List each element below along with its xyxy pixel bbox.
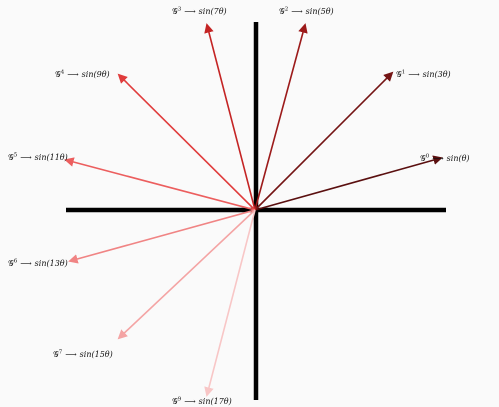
label-superscript: 4 xyxy=(61,70,65,76)
vector-arrow-1 xyxy=(254,71,394,211)
label-arrow: ⟶ xyxy=(184,7,196,16)
label-expression: sin(7θ) xyxy=(199,7,227,16)
vector-label-2: 𝒢2 ⟶ sin(5θ) xyxy=(279,7,334,17)
label-superscript: 7 xyxy=(59,350,63,356)
label-superscript: 1 xyxy=(402,70,406,76)
vector-arrow-8 xyxy=(204,209,256,397)
label-generator: 𝒢 xyxy=(420,154,426,163)
label-expression: sin(11θ) xyxy=(35,153,68,162)
vector-label-1: 𝒢1 ⟶ sin(3θ) xyxy=(396,70,451,80)
label-generator: 𝒢 xyxy=(53,350,59,359)
label-generator: 𝒢 xyxy=(8,259,14,268)
label-expression: sin(θ) xyxy=(447,154,470,163)
label-superscript: 5 xyxy=(14,153,18,159)
label-expression: sin(9θ) xyxy=(82,70,110,79)
label-superscript: 6 xyxy=(14,259,18,265)
label-superscript: 2 xyxy=(285,7,289,13)
label-expression: sin(15θ) xyxy=(80,350,113,359)
label-expression: sin(13θ) xyxy=(35,259,68,268)
vector-label-3: 𝒢3 ⟶ sin(7θ) xyxy=(172,7,227,17)
vector-arrow-2 xyxy=(254,23,308,211)
vector-label-6: 𝒢6 ⟶ sin(13θ) xyxy=(8,259,68,269)
label-superscript: 9 xyxy=(178,397,182,403)
label-generator: 𝒢 xyxy=(172,397,178,406)
vector-arrow-6 xyxy=(68,209,256,264)
vector-label-0: 𝒢0 ⟶ sin(θ) xyxy=(420,154,470,164)
vector-arrow-0 xyxy=(254,155,443,211)
label-arrow: ⟶ xyxy=(20,259,32,268)
label-generator: 𝒢 xyxy=(396,70,402,79)
label-superscript: 3 xyxy=(178,7,182,13)
label-arrow: ⟶ xyxy=(65,350,77,359)
label-generator: 𝒢 xyxy=(55,70,61,79)
label-generator: 𝒢 xyxy=(172,7,178,16)
vector-arrow-7 xyxy=(117,209,256,340)
vector-label-8: 𝒢9 ⟶ sin(17θ) xyxy=(172,397,232,407)
label-arrow: ⟶ xyxy=(20,153,32,162)
label-arrow: ⟶ xyxy=(184,397,196,406)
label-superscript: 0 xyxy=(426,154,430,160)
label-generator: 𝒢 xyxy=(8,153,14,162)
label-arrow: ⟶ xyxy=(432,154,444,163)
label-arrow: ⟶ xyxy=(67,70,79,79)
label-expression: sin(5θ) xyxy=(306,7,334,16)
vector-group xyxy=(64,23,443,397)
label-generator: 𝒢 xyxy=(279,7,285,16)
label-arrow: ⟶ xyxy=(291,7,303,16)
vector-arrow-3 xyxy=(204,23,256,211)
label-group: 𝒢0 ⟶ sin(θ)𝒢1 ⟶ sin(3θ)𝒢2 ⟶ sin(5θ)𝒢3 ⟶ sin(7θ)𝒢… xyxy=(8,7,470,407)
vector-label-7: 𝒢7 ⟶ sin(15θ) xyxy=(53,350,113,360)
vector-label-5: 𝒢5 ⟶ sin(11θ) xyxy=(8,153,68,163)
vector-arrow-4 xyxy=(117,73,256,211)
vector-label-4: 𝒢4 ⟶ sin(9θ) xyxy=(55,70,110,80)
label-expression: sin(3θ) xyxy=(423,70,451,79)
vector-arrow-5 xyxy=(64,157,256,211)
label-arrow: ⟶ xyxy=(408,70,420,79)
label-expression: sin(17θ) xyxy=(199,397,232,406)
